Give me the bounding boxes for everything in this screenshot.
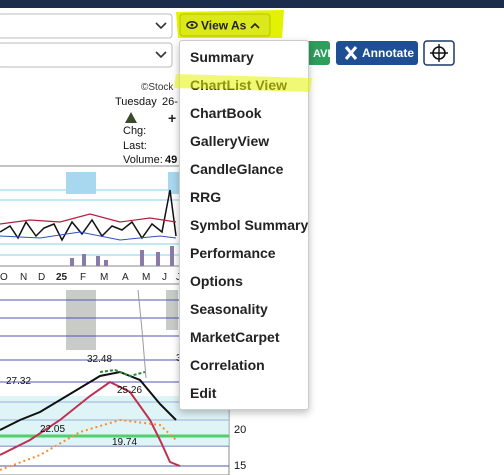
date: 26- <box>162 96 178 108</box>
up-triangle <box>125 112 137 123</box>
axis-label: 20 <box>234 424 246 436</box>
eye-icon <box>190 23 194 27</box>
chevron <box>250 22 260 29</box>
chevron <box>155 22 167 30</box>
month-label: 25 <box>56 272 68 283</box>
save-label: AVE <box>313 48 335 60</box>
menu-item[interactable]: Seasonality <box>190 301 268 317</box>
month-label: J <box>176 272 181 283</box>
band <box>66 172 96 194</box>
price-line <box>137 289 147 379</box>
price-label: 19.74 <box>112 437 137 448</box>
month-label: M <box>142 272 150 283</box>
chg-label: Chg: <box>123 125 146 137</box>
menu-item[interactable]: Options <box>190 273 243 289</box>
price-line <box>99 368 146 378</box>
menu-item[interactable]: CandleGlance <box>190 161 284 177</box>
menu-item[interactable]: Summary <box>190 49 254 65</box>
indicator-line <box>0 213 177 225</box>
menu-item[interactable]: GalleryView <box>190 133 270 149</box>
menu-item[interactable]: ChartBook <box>190 105 262 121</box>
top-bar <box>0 0 504 8</box>
plus: + <box>168 110 176 126</box>
eye-icon <box>186 21 198 29</box>
month-label: N <box>20 272 27 283</box>
price-label: 32.48 <box>87 354 112 365</box>
select-box[interactable] <box>0 42 173 68</box>
price-label: 27.32 <box>6 376 31 387</box>
price-line <box>0 418 177 471</box>
indicator-line <box>0 231 177 241</box>
annotate-icon <box>344 46 358 60</box>
month-labels: O ND 25 F M A M JJ <box>0 272 181 283</box>
chevron <box>155 51 167 59</box>
view-as-button[interactable] <box>179 13 271 37</box>
band <box>168 172 180 194</box>
price-line <box>0 370 177 431</box>
menu-item[interactable]: Performance <box>190 245 276 261</box>
annotate-button[interactable] <box>336 41 418 65</box>
volume-label: Volume: <box>123 154 163 166</box>
price-line <box>0 380 181 467</box>
menu-item[interactable]: ChartList View <box>190 77 287 93</box>
menu-item[interactable]: Edit <box>190 385 217 401</box>
menu-item[interactable]: Correlation <box>190 357 265 373</box>
price-label: 25.26 <box>117 385 142 396</box>
month-label: M <box>100 272 108 283</box>
menu-item[interactable]: MarketCarpet <box>190 329 280 345</box>
price-label: 22.05 <box>40 424 65 435</box>
month-label: O <box>0 272 8 283</box>
month-label: A <box>122 272 129 283</box>
menu-item[interactable]: Symbol Summary <box>190 217 309 233</box>
menu-item[interactable]: RRG <box>190 189 222 205</box>
copyright: ©Stock <box>141 82 174 93</box>
band <box>66 290 96 350</box>
month-label: D <box>38 272 45 283</box>
last-label: Last: <box>123 140 147 152</box>
view-as-label: View As <box>201 19 247 33</box>
axis-label: 15 <box>234 460 246 472</box>
select-box[interactable] <box>0 13 173 39</box>
view-as-menu: Summary ChartList View ChartBook GalleryVie… <box>179 40 309 410</box>
indicator-line <box>0 189 177 242</box>
day: Tuesday <box>115 96 157 108</box>
crosshair-icon <box>430 44 448 62</box>
annotate-label: Annotate <box>362 46 414 60</box>
band <box>166 290 178 330</box>
month-label: F <box>80 272 86 283</box>
month-label: J <box>162 272 167 283</box>
volume-bars <box>70 246 174 266</box>
volume-value: 49 <box>165 154 177 166</box>
